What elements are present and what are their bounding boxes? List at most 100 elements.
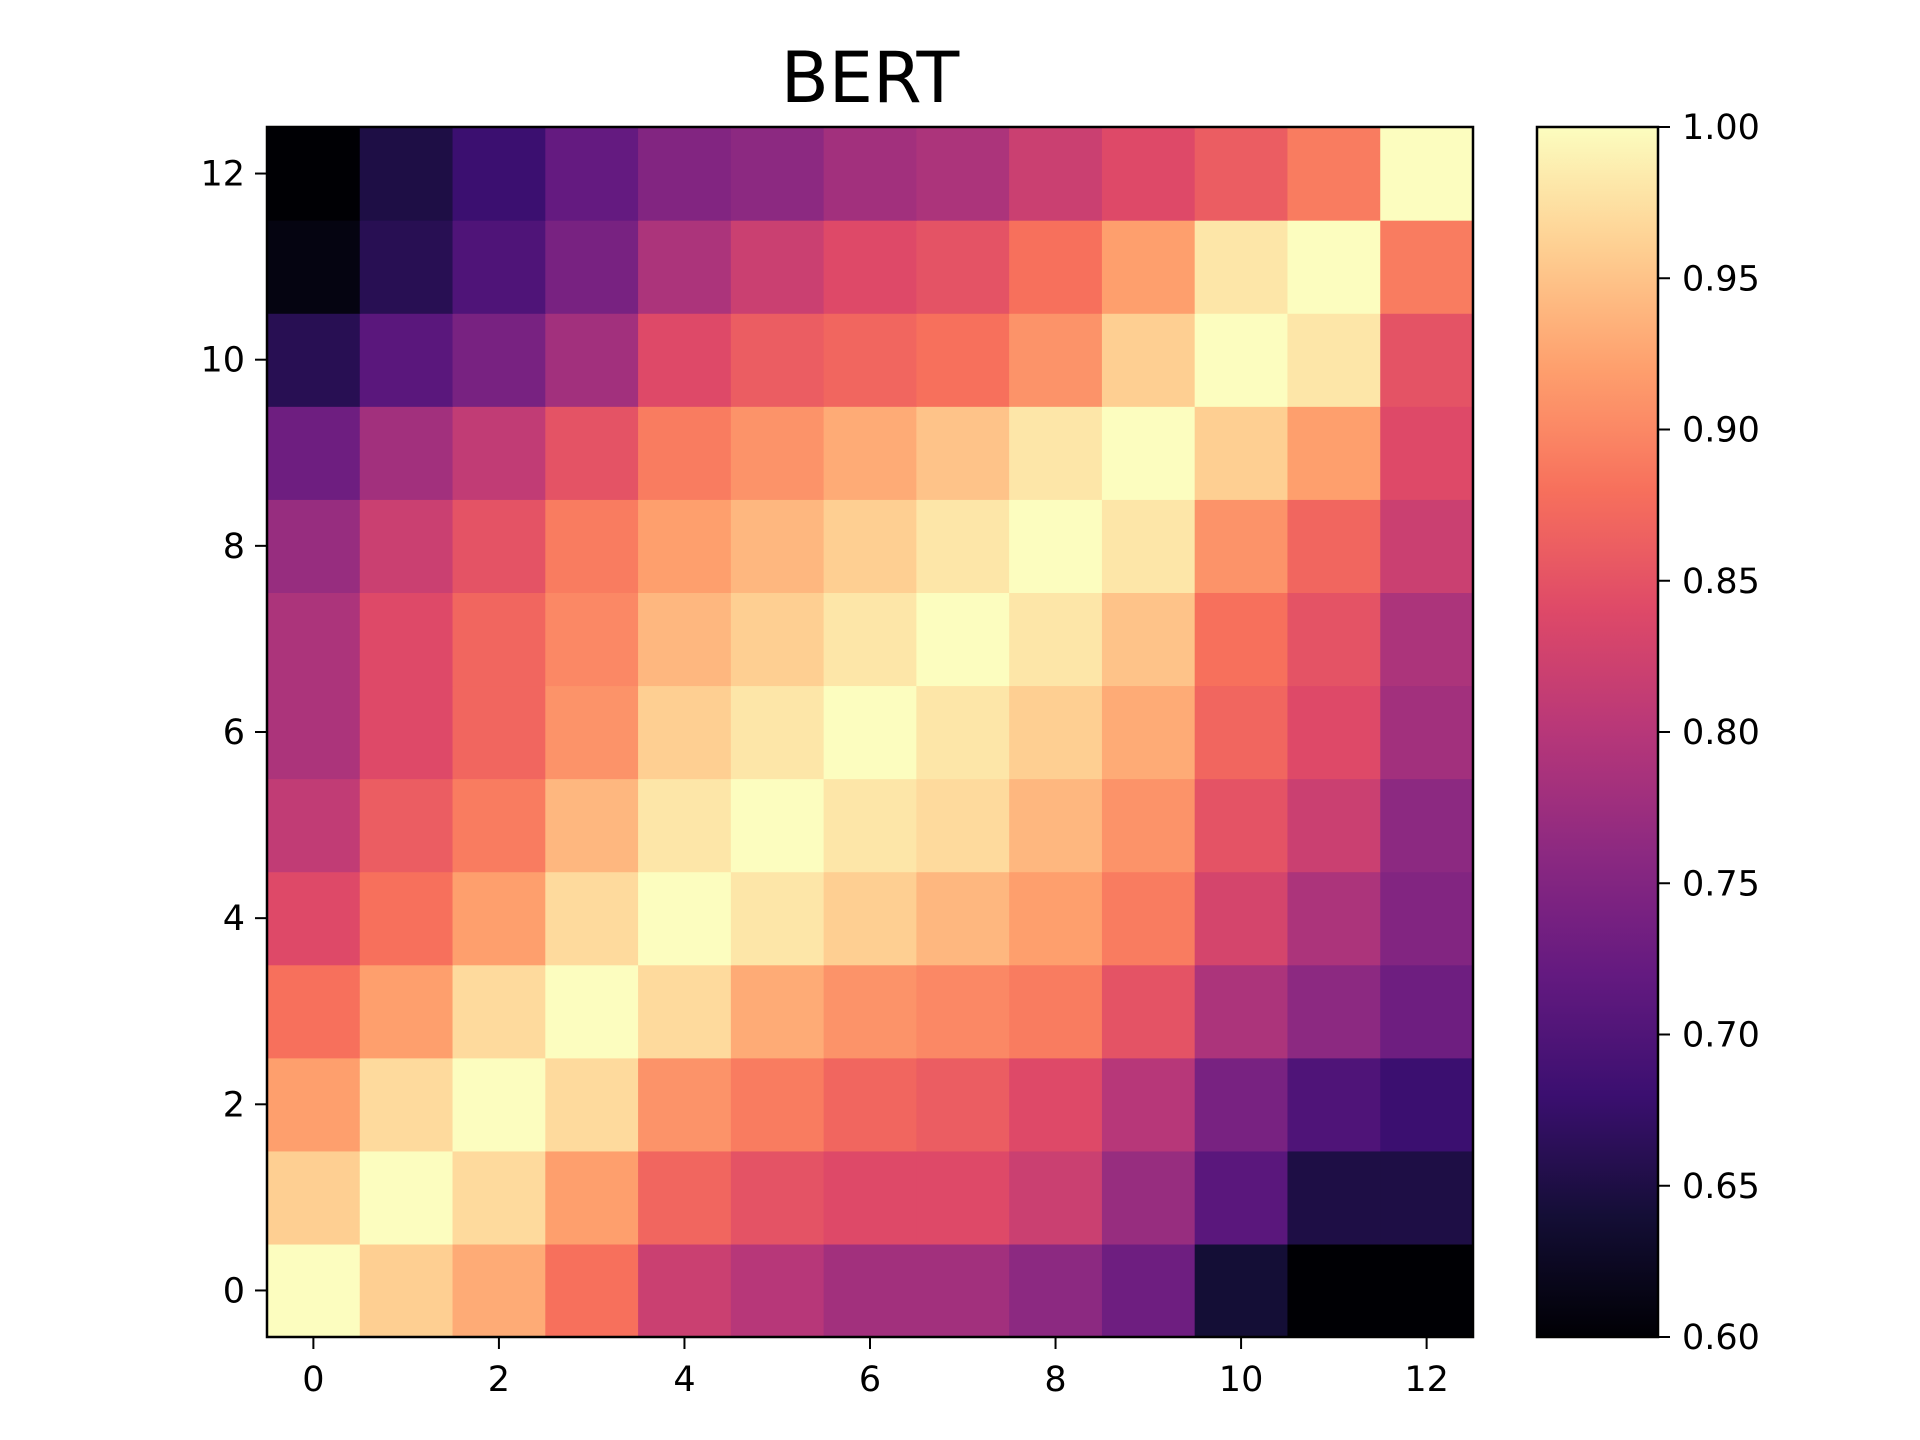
colorbar-tick-label: 0.80	[1682, 713, 1760, 753]
heatmap-cell	[823, 313, 917, 407]
heatmap-cell	[730, 778, 825, 873]
heatmap-cell	[730, 127, 825, 221]
heatmap-cell	[1380, 499, 1474, 593]
heatmap-cell	[1287, 127, 1381, 221]
heatmap-cell	[545, 127, 639, 221]
heatmap-cell	[359, 871, 454, 966]
heatmap-cell	[1287, 685, 1381, 780]
chart-title: BERT	[781, 37, 960, 119]
heatmap-cell	[545, 592, 639, 687]
heatmap-cell	[1009, 406, 1103, 500]
heatmap-cell	[730, 1243, 825, 1338]
heatmap-cell	[638, 778, 732, 873]
x-tick-label: 8	[1044, 1360, 1066, 1400]
heatmap-cell	[823, 1243, 917, 1338]
heatmap-cell	[823, 871, 917, 966]
heatmap-cell	[359, 778, 454, 873]
x-tick-label: 2	[488, 1360, 510, 1400]
heatmap-cell	[359, 1150, 454, 1245]
heatmap-cell	[823, 499, 917, 593]
heatmap-cell	[1194, 499, 1289, 593]
heatmap-cell	[638, 499, 732, 593]
heatmap-cell	[1101, 220, 1196, 314]
heatmap-cell	[1101, 1057, 1196, 1152]
heatmap-cell	[1287, 313, 1381, 407]
heatmap-cell	[823, 1150, 917, 1245]
heatmap-cell	[267, 1150, 361, 1245]
heatmap-cell	[359, 127, 454, 221]
heatmap-cell	[1101, 406, 1196, 500]
heatmap-cell	[1380, 406, 1474, 500]
heatmap-cell	[823, 964, 917, 1059]
heatmap-cell	[545, 220, 639, 314]
heatmap-cell	[1009, 220, 1103, 314]
heatmap-cell	[359, 964, 454, 1059]
heatmap-cell	[452, 592, 546, 687]
heatmap-cell	[1380, 127, 1474, 221]
heatmap-cell	[545, 1057, 639, 1152]
heatmap-cell	[359, 1243, 454, 1338]
heatmap-cell	[1101, 592, 1196, 687]
heatmap-cell	[545, 778, 639, 873]
heatmap-cell	[452, 871, 546, 966]
heatmap-cell	[916, 499, 1010, 593]
heatmap-cell	[359, 499, 454, 593]
x-tick-label: 4	[673, 1360, 695, 1400]
heatmap-cell	[916, 1150, 1010, 1245]
heatmap-cell	[638, 685, 732, 780]
heatmap-cell	[1009, 871, 1103, 966]
heatmap-cell	[545, 406, 639, 500]
heatmap-cell	[916, 127, 1010, 221]
heatmap-cell	[1194, 592, 1289, 687]
heatmap-cell	[267, 685, 361, 780]
heatmap-cell	[916, 778, 1010, 873]
heatmap-cell	[1009, 127, 1103, 221]
heatmap-cell	[638, 871, 732, 966]
colorbar-tick-label: 0.90	[1682, 411, 1760, 451]
heatmap-cell	[267, 406, 361, 500]
x-tick-label: 6	[859, 1360, 881, 1400]
y-tick-label: 12	[200, 155, 245, 195]
heatmap-cell	[638, 1150, 732, 1245]
heatmap-cell	[1380, 313, 1474, 407]
y-tick-label: 10	[200, 341, 245, 381]
heatmap-cell	[916, 964, 1010, 1059]
heatmap-cell	[730, 1150, 825, 1245]
heatmap-cell	[267, 964, 361, 1059]
heatmap-cell	[267, 1243, 361, 1338]
heatmap-cell	[1287, 1243, 1381, 1338]
heatmap-cell	[452, 1150, 546, 1245]
heatmap-cell	[1380, 871, 1474, 966]
heatmap-cell	[1009, 1243, 1103, 1338]
heatmap-cell	[1101, 1150, 1196, 1245]
heatmap-cell	[452, 313, 546, 407]
heatmap-cell	[545, 964, 639, 1059]
heatmap-cell	[1287, 406, 1381, 500]
heatmap-cell	[1009, 964, 1103, 1059]
heatmap-cell	[638, 406, 732, 500]
heatmap-cell	[545, 1150, 639, 1245]
heatmap-cell	[452, 406, 546, 500]
heatmap-cell	[1287, 964, 1381, 1059]
heatmap-cell	[1380, 685, 1474, 780]
colorbar-tick-label: 1.00	[1682, 108, 1760, 148]
y-tick-label: 8	[223, 527, 245, 567]
heatmap-cell	[730, 685, 825, 780]
heatmap-cell	[638, 1243, 732, 1338]
heatmap-cell	[730, 313, 825, 407]
heatmap-cell	[823, 127, 917, 221]
heatmap-cell	[638, 313, 732, 407]
heatmap-cell	[267, 313, 361, 407]
heatmap-cell	[1287, 592, 1381, 687]
heatmap-cell	[359, 406, 454, 500]
heatmap-cell	[638, 964, 732, 1059]
heatmap-cell	[359, 220, 454, 314]
heatmap-cell	[1009, 778, 1103, 873]
heatmap-cell	[452, 778, 546, 873]
heatmap-cell	[638, 592, 732, 687]
heatmap-cell	[916, 313, 1010, 407]
heatmap-cell	[452, 220, 546, 314]
heatmap-cell	[1009, 1057, 1103, 1152]
heatmap-cell	[1194, 964, 1289, 1059]
heatmap-cell	[267, 499, 361, 593]
